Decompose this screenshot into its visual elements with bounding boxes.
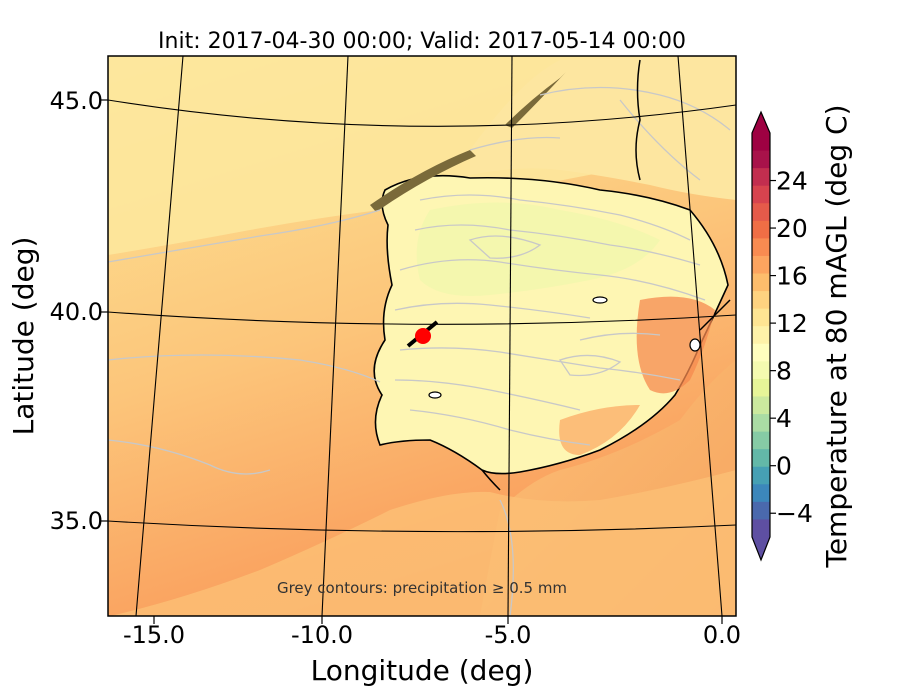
colorbar-segment xyxy=(752,326,770,345)
colorbar-segment xyxy=(752,291,770,310)
france-landmass xyxy=(470,56,736,200)
pyrenees-cold-band xyxy=(505,72,566,128)
colorbar-segment xyxy=(752,484,770,503)
colorbar-segments xyxy=(752,133,770,538)
colorbar-segment xyxy=(752,414,770,433)
precipitation-contours xyxy=(108,86,731,616)
y-tick-label: 40.0 xyxy=(50,298,103,326)
y-tick-label: 45.0 xyxy=(50,87,103,115)
colorbar-tick-label: 0 xyxy=(776,452,792,481)
africa-landmass xyxy=(110,470,736,616)
site-marker xyxy=(406,320,439,348)
colorbar-extend-low xyxy=(752,537,770,560)
colorbar-tick-label: 16 xyxy=(776,262,808,291)
x-tick-label: -15.0 xyxy=(123,621,185,649)
colorbar-segment xyxy=(752,238,770,257)
colorbar-tick-label: 12 xyxy=(776,309,808,338)
colorbar-segment xyxy=(752,255,770,275)
colorbar-segment xyxy=(752,308,770,327)
colorbar-segment xyxy=(752,449,770,468)
colorbar-outline xyxy=(751,110,771,562)
lakes xyxy=(428,296,701,399)
meridian-15w xyxy=(135,56,184,616)
meridian-10w xyxy=(321,56,349,616)
site-marker-dot xyxy=(415,328,431,344)
parallel-40 xyxy=(108,311,736,325)
colorbar-segment xyxy=(752,133,770,152)
colorbar-tick-label: 24 xyxy=(776,167,808,196)
colorbar-segment xyxy=(752,150,770,169)
colorbar-tick-label: 8 xyxy=(776,357,792,386)
y-axis-label: Latitude (deg) xyxy=(7,237,40,436)
graticule xyxy=(108,56,736,616)
coastlines xyxy=(481,59,731,491)
precip-contour-note: Grey contours: precipitation ≥ 0.5 mm xyxy=(277,579,567,597)
colorbar-segment xyxy=(752,203,770,222)
parallel-35 xyxy=(108,520,736,533)
x-axis-label: Longitude (deg) xyxy=(311,654,534,687)
colorbar-segment xyxy=(752,220,770,239)
colorbar-segment xyxy=(752,273,770,292)
colorbar-segment xyxy=(752,378,770,397)
meridian-0 xyxy=(677,56,723,616)
x-tick-label: -10.0 xyxy=(291,621,353,649)
colorbar: −4 0 4 8 12 16 20 24 Temperature at 80 mAGL (de… xyxy=(751,104,853,569)
y-tick-label: 35.0 xyxy=(50,507,103,535)
colorbar-segment xyxy=(752,185,770,204)
x-tick-label: 0.0 xyxy=(703,621,741,649)
colorbar-segment xyxy=(752,361,770,380)
colorbar-segment xyxy=(752,466,770,485)
meridian-5w xyxy=(507,56,513,616)
map-title: Init: 2017-04-30 00:00; Valid: 2017-05-1… xyxy=(158,29,686,54)
colorbar-segment xyxy=(752,519,770,538)
colorbar-tick-label: 20 xyxy=(776,214,808,243)
x-tick-label: -5.0 xyxy=(485,621,532,649)
y-axis: 45.0 40.0 35.0 Latitude (deg) xyxy=(7,87,108,535)
map-frame xyxy=(107,55,737,617)
colorbar-tick-label: −4 xyxy=(776,499,813,528)
colorbar-segment xyxy=(752,168,770,187)
cantabrian-cold-band xyxy=(370,150,476,212)
colorbar-segment xyxy=(752,396,770,415)
colorbar-segment xyxy=(752,431,770,450)
map-panel: Grey contours: precipitation ≥ 0.5 mm xyxy=(108,56,736,616)
east-coast-warm-zone xyxy=(636,296,715,394)
southeast-warm-zone xyxy=(559,405,640,455)
colorbar-label: Temperature at 80 mAGL (deg C) xyxy=(820,104,853,568)
colorbar-extend-high xyxy=(752,112,770,133)
colorbar-tick-label: 4 xyxy=(776,404,792,433)
parallel-45 xyxy=(108,99,736,127)
colorbar-segment xyxy=(752,501,770,520)
x-axis: -15.0 -10.0 -5.0 0.0 Longitude (deg) xyxy=(123,616,741,687)
colorbar-ticks: −4 0 4 8 12 16 20 24 xyxy=(770,167,813,528)
colorbar-segment xyxy=(752,343,770,362)
